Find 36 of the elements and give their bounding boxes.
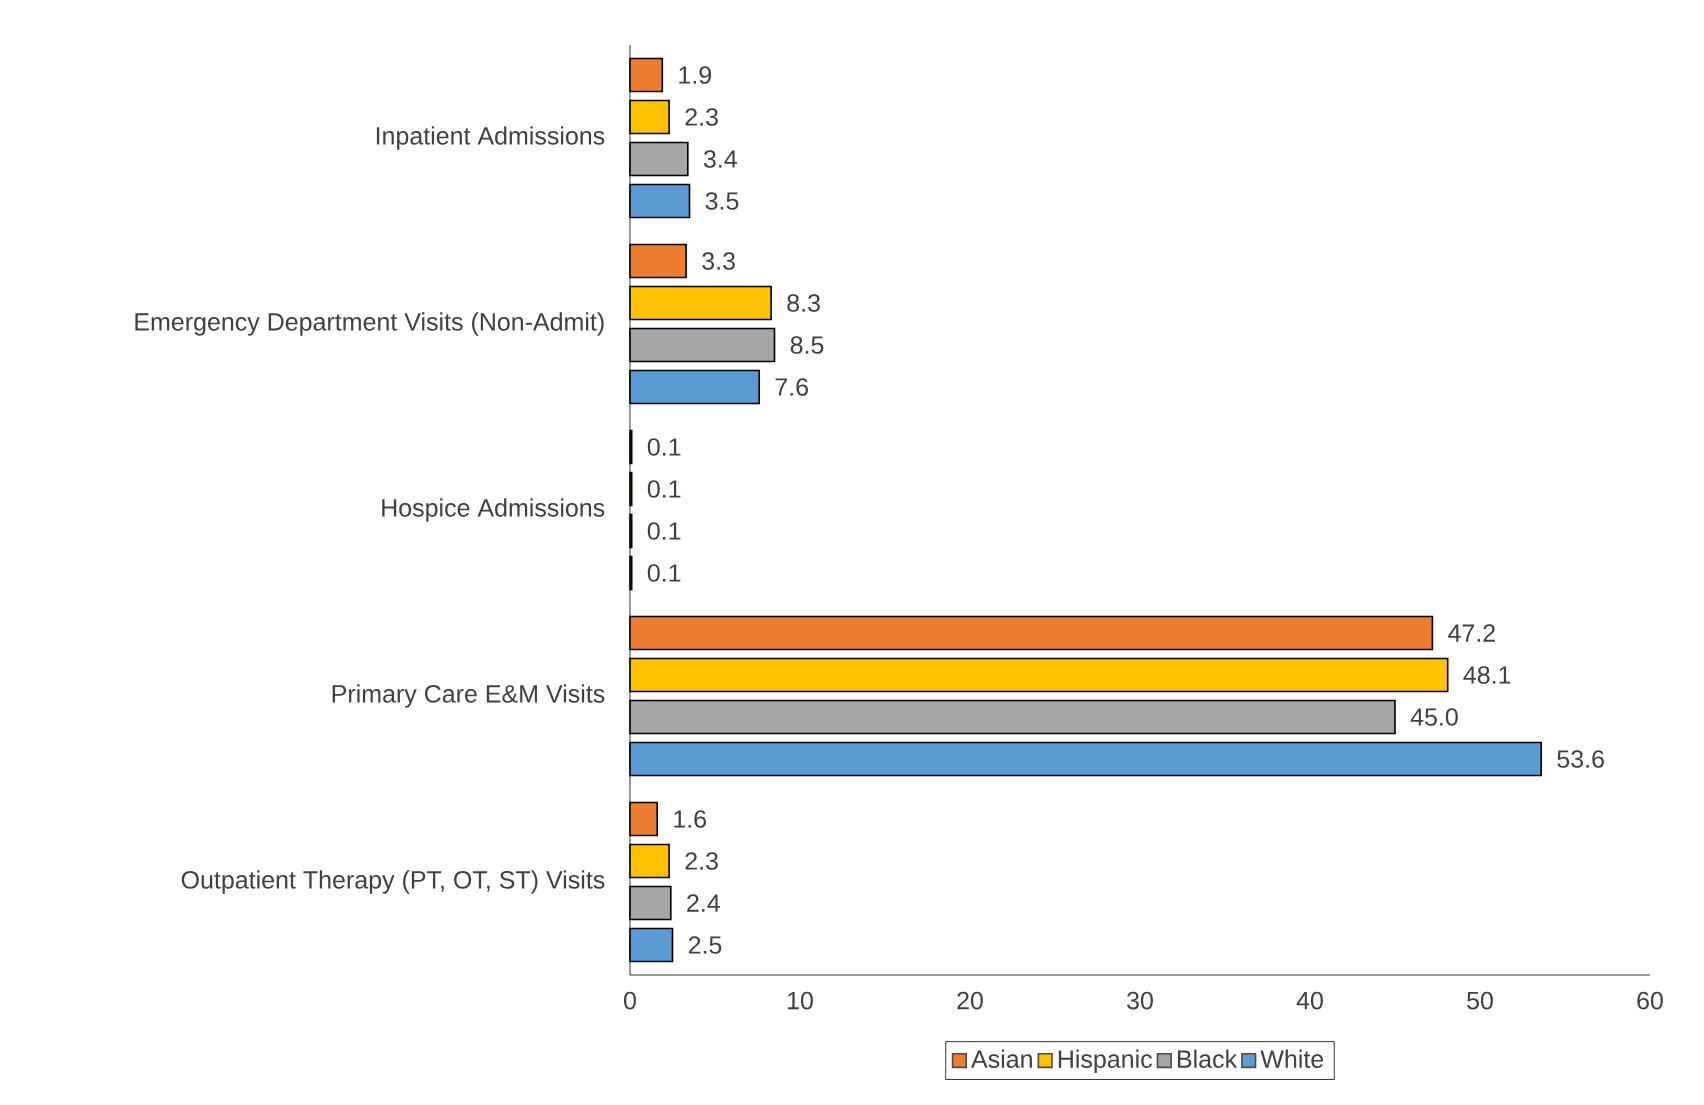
data-label: 48.1	[1463, 666, 1511, 684]
data-label: 2.3	[685, 108, 718, 126]
x-tick-label: 0	[624, 991, 636, 1010]
y-tick-label: Primary Care E&M Visits	[332, 684, 605, 708]
y-tick-label: Outpatient Therapy (PT, OT, ST) Visits	[181, 870, 605, 894]
y-tick-label: Inpatient Admissions	[376, 126, 605, 150]
data-label: 3.3	[702, 252, 735, 270]
data-label: 7.6	[775, 378, 808, 396]
legend-label: White	[1260, 1049, 1324, 1068]
x-tick-label: 50	[1467, 991, 1493, 1010]
legend-label: Hispanic	[1058, 1049, 1152, 1073]
y-tick-label: Hospice Admissions	[382, 498, 605, 522]
y-tick-label: Emergency Department Visits (Non-Admit)	[135, 312, 604, 336]
data-label: 8.5	[790, 336, 824, 354]
legend-label: Black	[1177, 1049, 1238, 1068]
x-tick-label: 40	[1296, 991, 1323, 1010]
x-tick-label: 60	[1637, 991, 1663, 1010]
data-label: 0.1	[647, 522, 681, 540]
data-label: 2.3	[685, 852, 718, 870]
data-label: 8.3	[787, 294, 820, 312]
legend-label: Asian	[971, 1049, 1032, 1068]
data-label: 1.6	[674, 810, 706, 828]
data-label: 2.5	[688, 936, 722, 954]
data-label: 0.1	[647, 480, 681, 498]
data-label: 2.4	[687, 894, 720, 912]
data-label: 3.5	[705, 192, 739, 210]
data-label: 47.2	[1448, 624, 1495, 642]
x-tick-label: 20	[957, 991, 983, 1010]
x-tick-label: 10	[788, 991, 813, 1010]
data-label: 1.9	[679, 66, 712, 84]
x-tick-label: 30	[1127, 991, 1153, 1010]
data-label: 0.1	[647, 438, 681, 456]
data-label: 45.0	[1410, 708, 1458, 726]
data-label: 3.4	[703, 150, 737, 168]
data-label: 0.1	[647, 564, 681, 582]
data-label: 53.6	[1557, 750, 1604, 768]
